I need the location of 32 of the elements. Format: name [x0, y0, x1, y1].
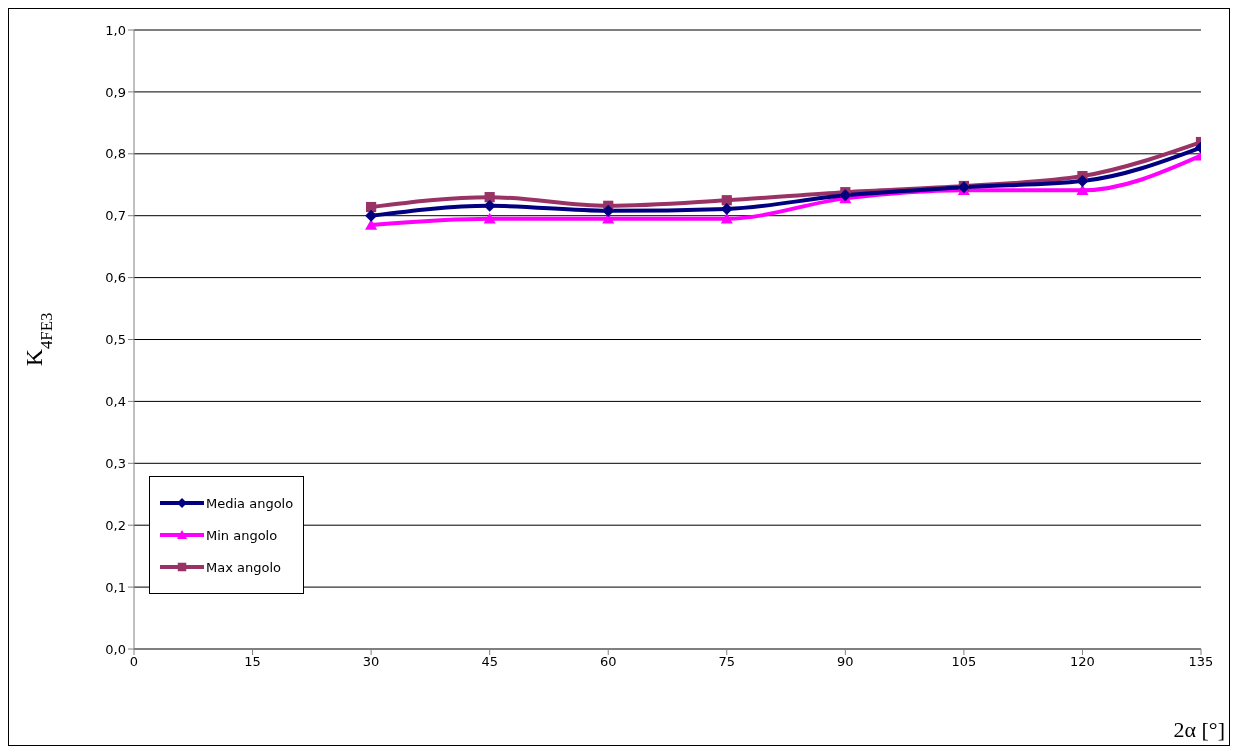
x-tick-label: 45 — [481, 654, 498, 670]
point — [1076, 175, 1089, 188]
point — [721, 195, 732, 206]
y-tick-label: 0,8 — [105, 146, 126, 162]
legend-label: Media angolo — [206, 495, 294, 511]
x-tick-label: 75 — [718, 654, 736, 670]
x-tick-label: 90 — [837, 654, 854, 670]
x-tick-label: 105 — [951, 654, 977, 670]
y-tick-label: 0,3 — [105, 455, 126, 471]
y-tick-label: 0,1 — [105, 579, 126, 595]
x-tick-label: 60 — [599, 654, 617, 670]
y-tick-label: 0,6 — [105, 270, 126, 286]
x-axis-title: 2α [°] — [1173, 717, 1225, 742]
legend-label: Min angolo — [206, 527, 278, 543]
x-tick-label: 15 — [244, 654, 261, 670]
y-tick-label: 0,9 — [105, 84, 126, 100]
x-tick-label: 30 — [362, 654, 380, 670]
point — [1076, 184, 1089, 196]
y-tick-label: 0,0 — [105, 641, 126, 657]
x-tick-label: 120 — [1070, 654, 1095, 670]
x-tick-label: 135 — [1188, 654, 1214, 670]
point — [366, 201, 377, 213]
y-tick-label: 0,7 — [105, 208, 126, 224]
x-tick-label: 0 — [129, 654, 139, 670]
y-tick-label: 0,2 — [105, 517, 126, 533]
y-tick-label: 0,5 — [105, 332, 126, 348]
legend-label: Max angolo — [206, 559, 281, 575]
point — [602, 204, 615, 217]
y-tick-label: 1,0 — [105, 22, 126, 38]
point — [484, 192, 495, 203]
y-tick-label: 0,4 — [105, 394, 126, 410]
point — [483, 212, 496, 224]
